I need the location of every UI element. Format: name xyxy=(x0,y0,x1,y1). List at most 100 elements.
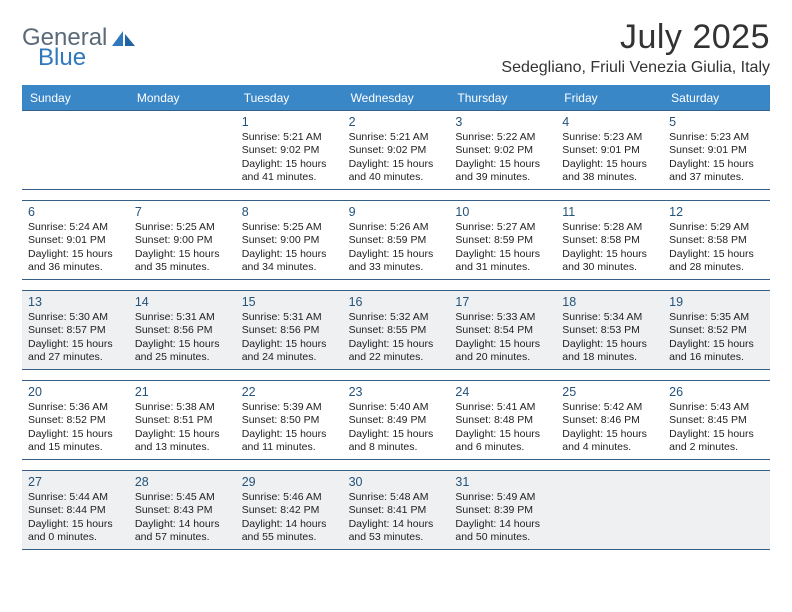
sunrise-line: Sunrise: 5:25 AM xyxy=(135,221,230,234)
day-number: 31 xyxy=(455,474,550,490)
day-number: 18 xyxy=(562,294,657,310)
sunrise-line: Sunrise: 5:40 AM xyxy=(349,401,444,414)
weekday-monday: Monday xyxy=(129,85,236,110)
brand-part2: Blue xyxy=(38,44,86,72)
day-cell: 5Sunrise: 5:23 AMSunset: 9:01 PMDaylight… xyxy=(663,111,770,189)
day-cell: 27Sunrise: 5:44 AMSunset: 8:44 PMDayligh… xyxy=(22,471,129,549)
sunrise-line: Sunrise: 5:46 AM xyxy=(242,491,337,504)
day-number: 24 xyxy=(455,384,550,400)
title-location: Sedegliano, Friuli Venezia Giulia, Italy xyxy=(501,59,770,77)
day-cell: 7Sunrise: 5:25 AMSunset: 9:00 PMDaylight… xyxy=(129,201,236,279)
sunrise-line: Sunrise: 5:44 AM xyxy=(28,491,123,504)
day-cell: 2Sunrise: 5:21 AMSunset: 9:02 PMDaylight… xyxy=(343,111,450,189)
day-cell: 20Sunrise: 5:36 AMSunset: 8:52 PMDayligh… xyxy=(22,381,129,459)
sunrise-line: Sunrise: 5:26 AM xyxy=(349,221,444,234)
sunrise-line: Sunrise: 5:42 AM xyxy=(562,401,657,414)
weekday-saturday: Saturday xyxy=(663,85,770,110)
sunset-line: Sunset: 9:01 PM xyxy=(562,144,657,157)
daylight-line: Daylight: 14 hours and 57 minutes. xyxy=(135,518,230,545)
sunset-line: Sunset: 8:45 PM xyxy=(669,414,764,427)
day-cell: 28Sunrise: 5:45 AMSunset: 8:43 PMDayligh… xyxy=(129,471,236,549)
sunrise-line: Sunrise: 5:35 AM xyxy=(669,311,764,324)
day-number: 2 xyxy=(349,114,444,130)
daylight-line: Daylight: 15 hours and 41 minutes. xyxy=(242,158,337,185)
day-number: 21 xyxy=(135,384,230,400)
daylight-line: Daylight: 15 hours and 40 minutes. xyxy=(349,158,444,185)
sunset-line: Sunset: 8:57 PM xyxy=(28,324,123,337)
day-cell: 3Sunrise: 5:22 AMSunset: 9:02 PMDaylight… xyxy=(449,111,556,189)
sunset-line: Sunset: 9:01 PM xyxy=(28,234,123,247)
sunrise-line: Sunrise: 5:32 AM xyxy=(349,311,444,324)
sunrise-line: Sunrise: 5:49 AM xyxy=(455,491,550,504)
sunset-line: Sunset: 8:58 PM xyxy=(669,234,764,247)
daylight-line: Daylight: 15 hours and 2 minutes. xyxy=(669,428,764,455)
day-cell: 9Sunrise: 5:26 AMSunset: 8:59 PMDaylight… xyxy=(343,201,450,279)
sunset-line: Sunset: 8:44 PM xyxy=(28,504,123,517)
day-cell: 16Sunrise: 5:32 AMSunset: 8:55 PMDayligh… xyxy=(343,291,450,369)
calendar-page: General July 2025 Sedegliano, Friuli Ven… xyxy=(0,0,792,550)
day-cell: 26Sunrise: 5:43 AMSunset: 8:45 PMDayligh… xyxy=(663,381,770,459)
day-number: 23 xyxy=(349,384,444,400)
day-number: 27 xyxy=(28,474,123,490)
sunset-line: Sunset: 8:59 PM xyxy=(349,234,444,247)
sunrise-line: Sunrise: 5:27 AM xyxy=(455,221,550,234)
day-number: 9 xyxy=(349,204,444,220)
sunrise-line: Sunrise: 5:28 AM xyxy=(562,221,657,234)
daylight-line: Daylight: 15 hours and 0 minutes. xyxy=(28,518,123,545)
weekday-friday: Friday xyxy=(556,85,663,110)
sunset-line: Sunset: 8:52 PM xyxy=(669,324,764,337)
day-cell: 17Sunrise: 5:33 AMSunset: 8:54 PMDayligh… xyxy=(449,291,556,369)
sunrise-line: Sunrise: 5:21 AM xyxy=(349,131,444,144)
daylight-line: Daylight: 15 hours and 22 minutes. xyxy=(349,338,444,365)
sunrise-line: Sunrise: 5:41 AM xyxy=(455,401,550,414)
sunrise-line: Sunrise: 5:31 AM xyxy=(135,311,230,324)
daylight-line: Daylight: 15 hours and 25 minutes. xyxy=(135,338,230,365)
sunset-line: Sunset: 8:54 PM xyxy=(455,324,550,337)
day-cell: 25Sunrise: 5:42 AMSunset: 8:46 PMDayligh… xyxy=(556,381,663,459)
daylight-line: Daylight: 15 hours and 36 minutes. xyxy=(28,248,123,275)
day-cell: 15Sunrise: 5:31 AMSunset: 8:56 PMDayligh… xyxy=(236,291,343,369)
sunrise-line: Sunrise: 5:23 AM xyxy=(669,131,764,144)
day-cell: 31Sunrise: 5:49 AMSunset: 8:39 PMDayligh… xyxy=(449,471,556,549)
day-number: 20 xyxy=(28,384,123,400)
daylight-line: Daylight: 14 hours and 53 minutes. xyxy=(349,518,444,545)
sunset-line: Sunset: 8:42 PM xyxy=(242,504,337,517)
weekday-sunday: Sunday xyxy=(22,85,129,110)
day-cell xyxy=(22,111,129,189)
sunset-line: Sunset: 8:46 PM xyxy=(562,414,657,427)
sunrise-line: Sunrise: 5:23 AM xyxy=(562,131,657,144)
day-number: 14 xyxy=(135,294,230,310)
daylight-line: Daylight: 15 hours and 13 minutes. xyxy=(135,428,230,455)
weekday-thursday: Thursday xyxy=(449,85,556,110)
daylight-line: Daylight: 14 hours and 55 minutes. xyxy=(242,518,337,545)
calendar: SundayMondayTuesdayWednesdayThursdayFrid… xyxy=(22,85,770,550)
daylight-line: Daylight: 15 hours and 27 minutes. xyxy=(28,338,123,365)
daylight-line: Daylight: 15 hours and 33 minutes. xyxy=(349,248,444,275)
day-cell xyxy=(663,471,770,549)
daylight-line: Daylight: 15 hours and 6 minutes. xyxy=(455,428,550,455)
title-block: July 2025 Sedegliano, Friuli Venezia Giu… xyxy=(501,18,770,77)
day-cell: 10Sunrise: 5:27 AMSunset: 8:59 PMDayligh… xyxy=(449,201,556,279)
day-cell: 11Sunrise: 5:28 AMSunset: 8:58 PMDayligh… xyxy=(556,201,663,279)
day-cell: 23Sunrise: 5:40 AMSunset: 8:49 PMDayligh… xyxy=(343,381,450,459)
daylight-line: Daylight: 14 hours and 50 minutes. xyxy=(455,518,550,545)
sunset-line: Sunset: 9:02 PM xyxy=(455,144,550,157)
sunrise-line: Sunrise: 5:22 AM xyxy=(455,131,550,144)
daylight-line: Daylight: 15 hours and 35 minutes. xyxy=(135,248,230,275)
day-cell xyxy=(129,111,236,189)
sunset-line: Sunset: 8:56 PM xyxy=(135,324,230,337)
day-cell: 12Sunrise: 5:29 AMSunset: 8:58 PMDayligh… xyxy=(663,201,770,279)
sunset-line: Sunset: 9:02 PM xyxy=(242,144,337,157)
daylight-line: Daylight: 15 hours and 11 minutes. xyxy=(242,428,337,455)
daylight-line: Daylight: 15 hours and 8 minutes. xyxy=(349,428,444,455)
sunrise-line: Sunrise: 5:24 AM xyxy=(28,221,123,234)
sunset-line: Sunset: 8:50 PM xyxy=(242,414,337,427)
day-number: 6 xyxy=(28,204,123,220)
weeks-container: 1Sunrise: 5:21 AMSunset: 9:02 PMDaylight… xyxy=(22,110,770,550)
day-number: 15 xyxy=(242,294,337,310)
week-row: 1Sunrise: 5:21 AMSunset: 9:02 PMDaylight… xyxy=(22,110,770,190)
sunset-line: Sunset: 8:58 PM xyxy=(562,234,657,247)
sunrise-line: Sunrise: 5:38 AM xyxy=(135,401,230,414)
week-row: 27Sunrise: 5:44 AMSunset: 8:44 PMDayligh… xyxy=(22,470,770,550)
day-number: 3 xyxy=(455,114,550,130)
